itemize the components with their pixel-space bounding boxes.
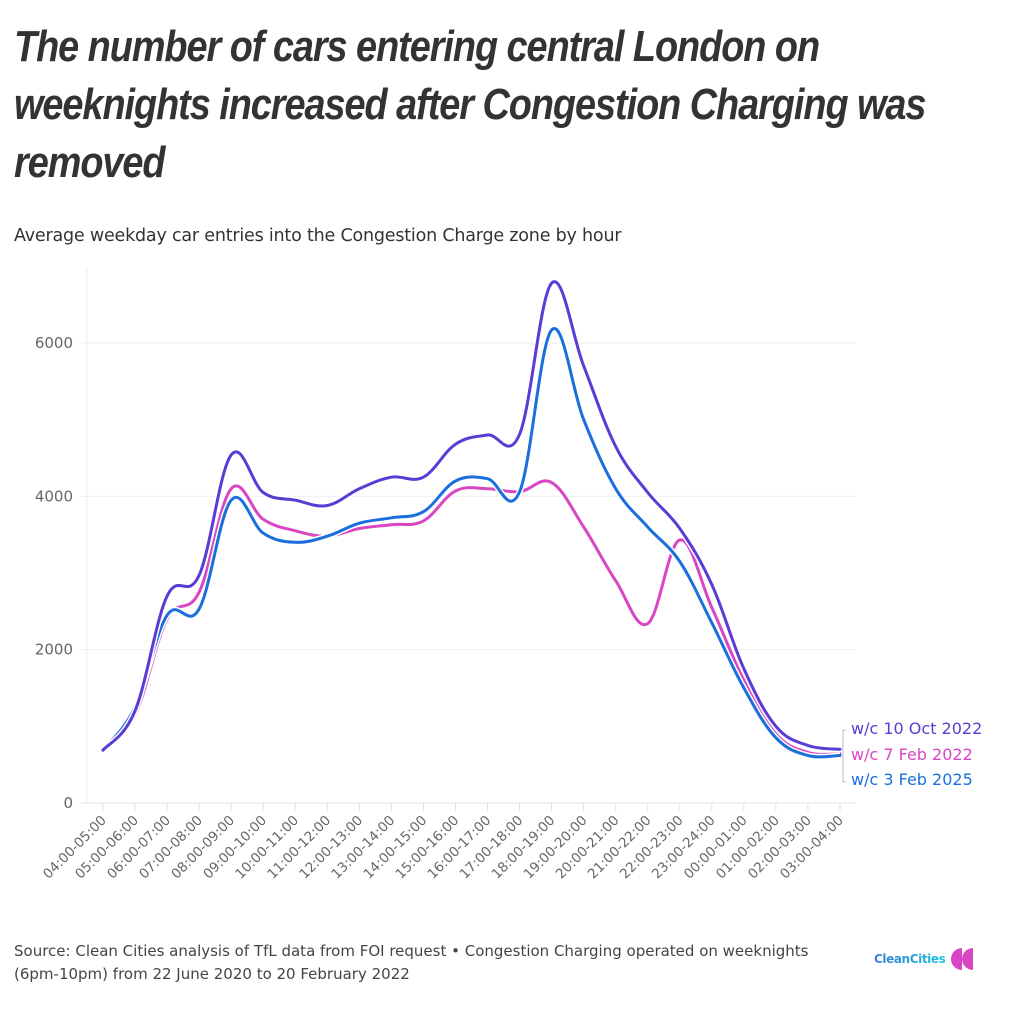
series-lines: [100, 278, 842, 760]
legend: w/c 10 Oct 2022 w/c 7 Feb 2022 w/c 3 Feb 2…: [842, 719, 982, 789]
source-note: Source: Clean Cities analysis of TfL dat…: [14, 942, 809, 983]
y-tick-label: 4000: [35, 487, 73, 505]
y-tick-label: 0: [63, 794, 73, 812]
line-chart: 0 2000 4000 6000 04:00-05:0005:00-06:0006:0…: [35, 268, 982, 882]
legend-label: w/c 10 Oct 2022: [851, 719, 982, 738]
legend-label: w/c 3 Feb 2025: [851, 770, 973, 789]
series-line-0: [101, 280, 842, 752]
logo-text: CleanCities: [874, 952, 946, 966]
x-axis: 04:00-05:0005:00-06:0006:00-07:0007:00-0…: [40, 803, 847, 882]
y-tick-label: 2000: [35, 641, 73, 659]
y-axis: 0 2000 4000 6000: [35, 334, 73, 812]
series-line-2: [101, 326, 842, 759]
chart-title: The number of cars entering central Lond…: [14, 22, 926, 187]
grid-lines: [79, 268, 856, 804]
chart-subtitle: Average weekday car entries into the Con…: [14, 226, 622, 246]
double-quote-icon: [951, 948, 974, 970]
legend-label: w/c 7 Feb 2022: [851, 745, 973, 764]
clean-cities-logo: CleanCities: [874, 948, 975, 970]
legend-bracket: [842, 729, 846, 783]
series-line-1: [101, 479, 842, 756]
y-tick-label: 6000: [35, 334, 73, 352]
